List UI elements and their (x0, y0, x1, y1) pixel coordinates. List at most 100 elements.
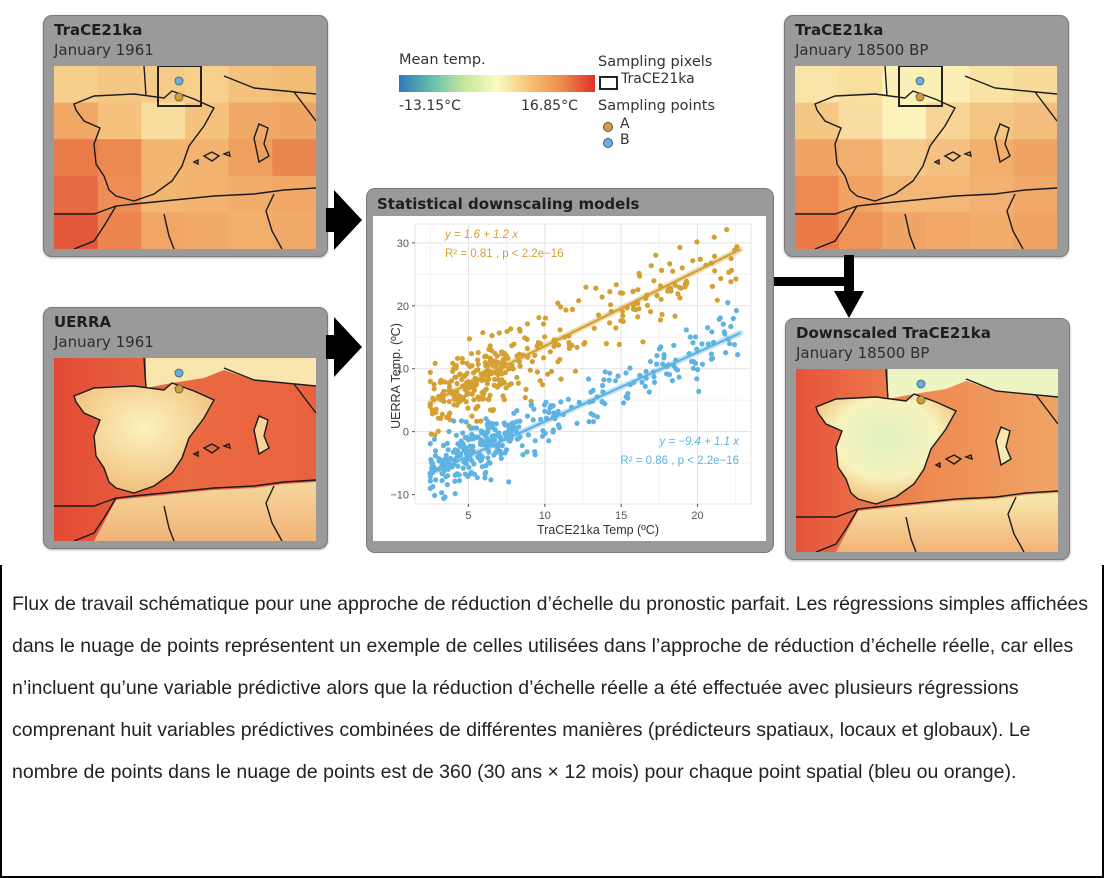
sampling-points-title: Sampling points (598, 98, 716, 114)
scatter-point-b (532, 452, 538, 458)
scatter-point-b (488, 477, 494, 483)
series-b-stats: R² = 0.86 , p < 2.2e−16 (620, 455, 739, 467)
temperature-cell (54, 175, 99, 213)
scatter-point-b (524, 413, 531, 419)
coastline (814, 205, 858, 249)
scatter-point-a (666, 286, 672, 292)
scatter-point-a (469, 413, 475, 419)
coastline (73, 205, 117, 249)
scatter-point-b (705, 325, 711, 331)
scatter-point-b (444, 482, 450, 488)
temperature-cell (272, 102, 316, 140)
x-tick-label: 20 (691, 510, 703, 522)
scatter-point-b (484, 421, 490, 427)
scatter-point-b (440, 442, 447, 449)
scatter-point-a (712, 268, 718, 274)
scatter-point-a (647, 309, 654, 315)
scatter-point-b (586, 376, 592, 382)
coarse-temperature-map (54, 66, 316, 249)
scatter-point-a (499, 377, 505, 383)
scatter-point-b (691, 359, 697, 365)
coastline (885, 369, 889, 400)
scatter-point-b (450, 449, 456, 455)
scatter-point-b (439, 471, 445, 477)
coastline (202, 443, 221, 454)
scatter-point-b (475, 434, 481, 440)
scatter-point-a (659, 267, 665, 273)
scatter-point-a (734, 244, 740, 250)
scatter-point-b (452, 478, 458, 484)
scatter-point-a (464, 390, 470, 397)
coastline (815, 508, 859, 552)
scatter-point-a (653, 252, 659, 258)
scatter-point-a (482, 353, 488, 359)
scatter-point-b (546, 438, 552, 444)
scatter-point-b (462, 435, 468, 441)
scatter-point-b (431, 436, 438, 442)
scatter-point-b (465, 473, 471, 479)
scatter-point-b (498, 451, 504, 457)
temperature-cell (141, 139, 186, 177)
point-a-marker-icon (603, 122, 613, 132)
panel-title: Statistical downscaling models (377, 195, 640, 213)
coastline (796, 490, 1058, 518)
scatter-point-b (601, 377, 607, 383)
scatter-point-b (652, 379, 658, 385)
temperature-cell (228, 102, 273, 140)
scatter-point-a (613, 325, 619, 331)
sampling-pixel-swatch-icon (599, 76, 618, 90)
scatter-point-a (479, 377, 485, 383)
scatter-point-b (542, 408, 548, 414)
scatter-point-b (460, 465, 466, 471)
panel-trace-18500: TraCE21ka January 18500 BP (784, 15, 1069, 257)
sampling-pixels-item: TraCE21ka (621, 71, 695, 87)
temperature-cell (185, 212, 230, 249)
scatter-point-a (540, 382, 546, 388)
series-a-stats: R² = 0.81 , p < 2.2e−16 (445, 248, 564, 260)
scatter-point-a (427, 378, 433, 384)
scatter-point-a (438, 377, 444, 383)
scatter-point-a (496, 330, 502, 336)
scatter-point-a (542, 315, 549, 321)
scatter-point-a (726, 269, 732, 275)
scatter-point-a (555, 300, 561, 306)
coastline (814, 90, 956, 202)
scatter-point-b (429, 465, 435, 471)
scatter-point-a (524, 336, 530, 342)
scatter-point-a (558, 304, 564, 310)
scatter-point-b (446, 428, 452, 435)
coastline (1034, 91, 1057, 122)
scatter-point-b (502, 422, 508, 428)
scatter-plot-area: 5 10 15 20 −10 0 10 20 30 TraCE21ka Temp (ºC) UE… (373, 216, 766, 541)
y-tick-label: 30 (397, 238, 409, 250)
temperature-cell (54, 212, 99, 249)
scatter-point-a (569, 306, 575, 312)
coastline (54, 479, 316, 507)
scatter-point-a (431, 386, 437, 392)
temperature-cell (1013, 175, 1057, 213)
scatter-point-a (508, 326, 514, 332)
temperature-cell (228, 212, 273, 249)
scatter-point-b (660, 361, 666, 367)
scatter-point-b (727, 341, 733, 347)
panel-subtitle: January 18500 BP (796, 344, 930, 362)
scatter-point-b (705, 341, 711, 347)
scatter-point-a (677, 295, 683, 301)
scatter-point-a (471, 397, 477, 403)
temperature-cell (838, 212, 883, 249)
scatter-point-a (484, 367, 490, 373)
scatter-point-b (484, 430, 490, 436)
scatter-point-b (519, 443, 525, 449)
scatter-point-b (669, 378, 675, 384)
scatter-point-a (620, 313, 626, 319)
scatter-point-b (517, 418, 523, 424)
scatter-point-b (463, 448, 470, 454)
scatter-point-b (576, 399, 582, 405)
y-tick-label: 10 (397, 364, 409, 376)
scatter-point-b (565, 396, 571, 402)
scatter-point-b (516, 435, 522, 441)
scatter-point-a (728, 255, 734, 262)
scatter-point-a (484, 381, 490, 387)
y-tick-label: 0 (403, 427, 409, 439)
scatter-point-b (487, 460, 493, 466)
